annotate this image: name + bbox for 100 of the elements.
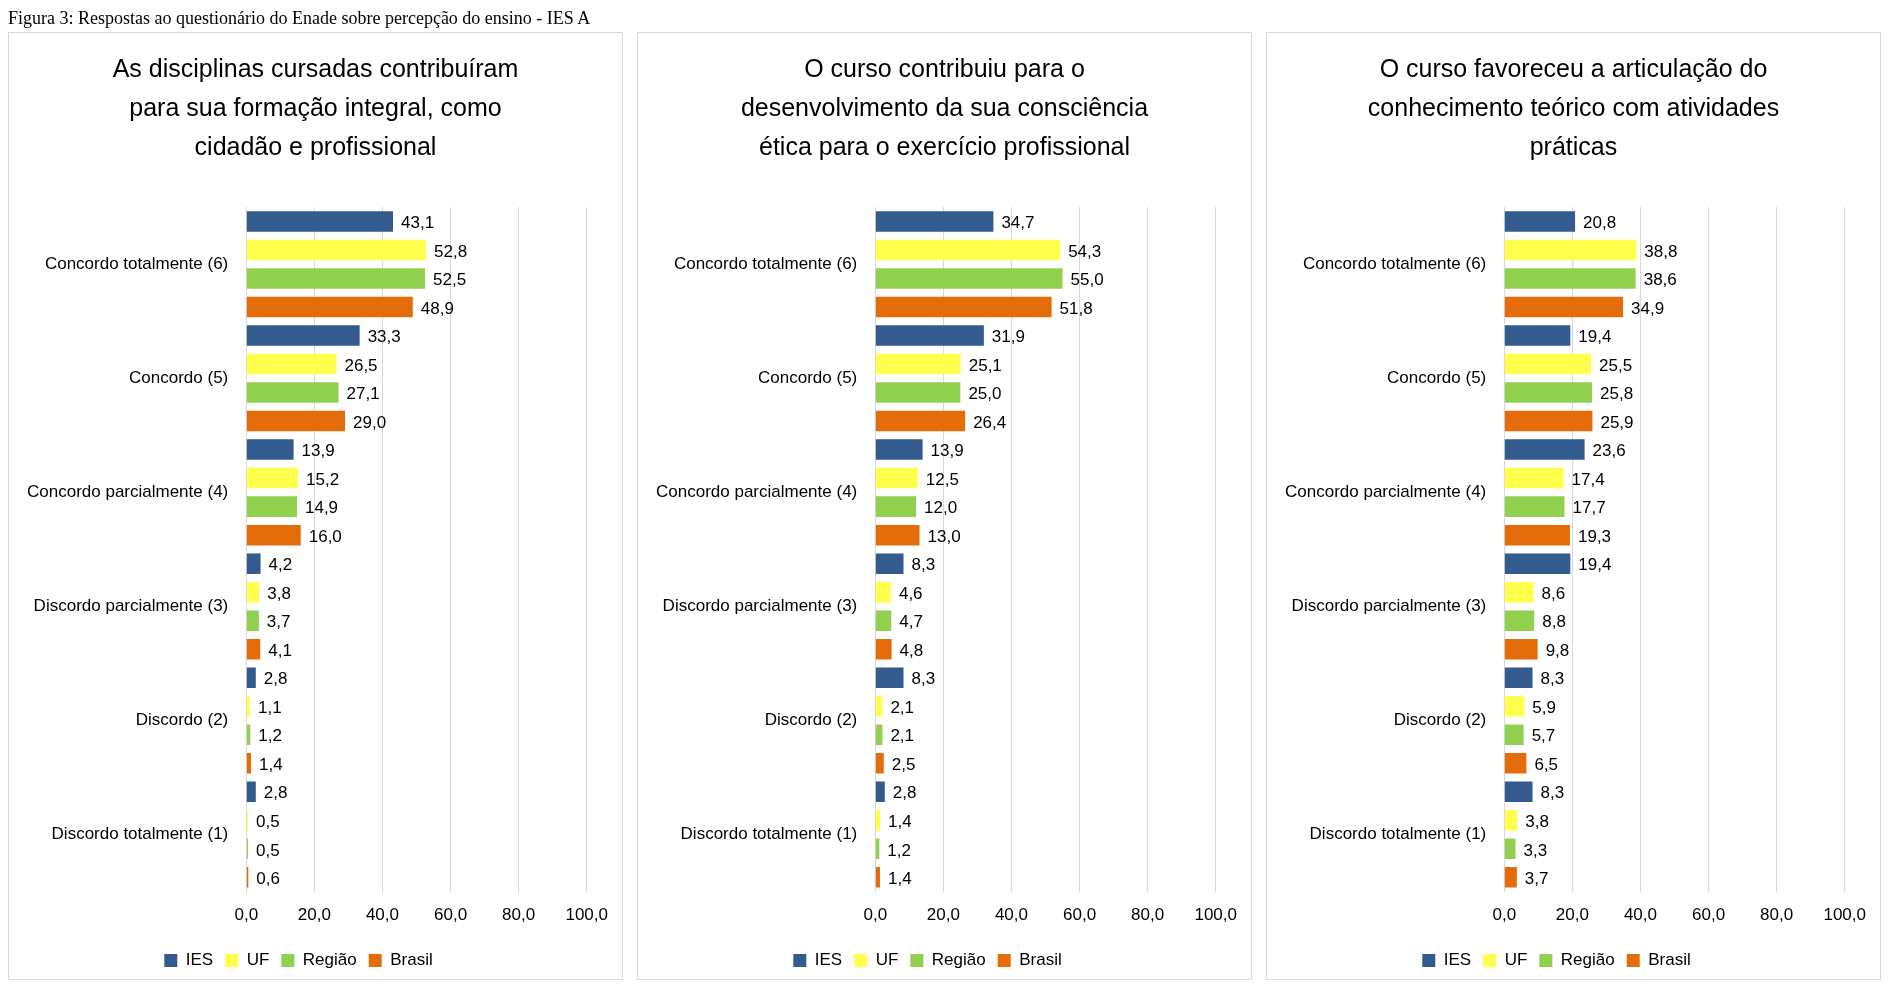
data-label: 26,4 [973, 412, 1007, 432]
x-tick-label: 60,0 [1062, 905, 1097, 925]
data-label: 25,0 [968, 384, 1002, 404]
legend-label: Região [931, 950, 986, 970]
x-tick-label: 60,0 [1691, 905, 1726, 925]
data-label: 31,9 [991, 327, 1025, 347]
data-label: 5,9 [1532, 697, 1556, 717]
data-label: 25,5 [1599, 355, 1633, 375]
bar [246, 781, 256, 803]
data-label: 1,1 [258, 697, 282, 717]
legend-label: Brasil [390, 950, 433, 970]
data-label: 1,2 [887, 840, 911, 860]
data-label: 13,0 [927, 526, 961, 546]
data-label: 3,8 [1525, 812, 1549, 831]
data-label: 38,8 [1644, 241, 1678, 261]
data-label: 2,8 [263, 783, 288, 803]
data-label: 52,8 [434, 241, 468, 261]
bar [875, 353, 961, 375]
bar [246, 467, 299, 489]
bar [875, 382, 961, 403]
bar [875, 268, 1063, 289]
bar [1504, 296, 1624, 318]
bar [875, 325, 984, 346]
bar [875, 667, 904, 688]
legend-label: UF [875, 950, 899, 970]
data-label: 52,5 [433, 270, 467, 290]
data-label: 4,8 [899, 640, 924, 660]
bar [875, 296, 1052, 318]
bar [246, 581, 260, 603]
data-label: 25,9 [1600, 412, 1634, 432]
y-tick-label: Concordo (5) [1387, 367, 1487, 387]
y-tick-label: Discordo (2) [764, 710, 858, 730]
data-label: 1,4 [259, 754, 283, 774]
bar [1504, 695, 1525, 717]
data-label: 3,8 [267, 583, 291, 603]
data-label: 19,4 [1578, 555, 1612, 575]
bar [875, 810, 881, 831]
chart-title: As disciplinas cursadas contribuíram para sua formação integral, como cidadão e profissional [111, 53, 520, 162]
data-label: 2,5 [891, 754, 916, 774]
y-tick-label: Concordo totalmente (6) [673, 253, 858, 273]
bar [1504, 496, 1565, 517]
data-label: 29,0 [353, 412, 387, 432]
bar [1504, 211, 1576, 232]
data-label: 3,3 [1523, 840, 1548, 860]
bar [875, 439, 923, 460]
y-tick-label: Concordo parcialmente (4) [27, 482, 229, 502]
bar [875, 753, 884, 774]
bar [1504, 439, 1585, 460]
bar [875, 867, 881, 888]
data-label: 8,3 [1540, 669, 1565, 689]
text: Figura 3: Respostas ao questionário do Enade sobre percepção do ensino - IES A [8, 8, 592, 30]
data-label: 12,0 [924, 498, 958, 518]
legend-label: UF [1504, 950, 1528, 970]
data-label: 3,7 [266, 612, 291, 632]
bar [246, 325, 360, 346]
data-label: 34,7 [1001, 213, 1035, 233]
bar [246, 439, 294, 460]
x-tick-label: 80,0 [502, 905, 536, 925]
x-tick-label: 100,0 [565, 905, 608, 925]
bar [1504, 638, 1538, 660]
bar [1504, 553, 1571, 574]
data-label: 0,5 [255, 812, 280, 831]
bar [875, 781, 885, 803]
x-tick-label: 40,0 [994, 905, 1028, 925]
data-label: 5,7 [1531, 726, 1556, 746]
bar [246, 667, 256, 688]
bar [246, 524, 301, 546]
bar [246, 496, 297, 517]
bar [875, 524, 920, 546]
data-label: 8,3 [1540, 783, 1565, 803]
bar [246, 239, 427, 261]
bar [875, 610, 892, 631]
bar [875, 211, 994, 232]
y-tick-label: Discordo totalmente (1) [51, 824, 229, 844]
bar [875, 410, 966, 432]
data-label: 48,9 [420, 298, 454, 318]
x-tick-label: 20,0 [1555, 905, 1589, 925]
bar [246, 553, 261, 574]
bar [875, 581, 891, 603]
bar [246, 353, 337, 375]
x-tick-label: 40,0 [365, 905, 399, 925]
bar [875, 724, 883, 746]
data-label: 0,5 [255, 840, 280, 860]
legend-label: IES [185, 950, 214, 970]
legend-label: Região [1560, 950, 1615, 970]
bar [875, 695, 883, 717]
data-label: 1,4 [888, 812, 912, 831]
bar [1504, 724, 1524, 746]
bar [1504, 867, 1517, 888]
x-tick-label: 100,0 [1194, 905, 1237, 925]
legend-label: Brasil [1019, 950, 1062, 970]
data-label: 2,8 [263, 669, 288, 689]
bar [1504, 810, 1518, 831]
bar [246, 211, 393, 232]
data-label: 12,5 [925, 469, 959, 489]
data-label: 19,4 [1578, 327, 1612, 347]
data-label: 54,3 [1068, 241, 1102, 261]
bar [1504, 382, 1593, 403]
y-tick-label: Discordo parcialmente (3) [662, 596, 858, 616]
data-label: 0,6 [256, 869, 280, 889]
